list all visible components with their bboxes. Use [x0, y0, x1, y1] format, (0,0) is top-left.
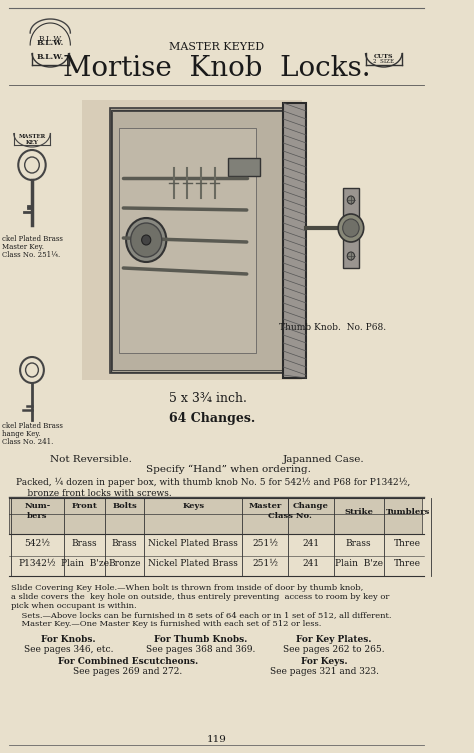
Text: hange Key.: hange Key. — [2, 430, 41, 438]
Text: ckel Plated Brass: ckel Plated Brass — [2, 235, 63, 243]
Text: 542½: 542½ — [25, 539, 50, 548]
Text: Three: Three — [394, 539, 421, 548]
Text: For Keys.: For Keys. — [301, 657, 348, 666]
Text: For Combined Escutcheons.: For Combined Escutcheons. — [58, 657, 198, 666]
Text: 251½: 251½ — [252, 539, 278, 548]
FancyBboxPatch shape — [228, 158, 260, 176]
Text: Bolts: Bolts — [112, 502, 137, 510]
Text: CUTS: CUTS — [374, 53, 393, 59]
Text: Specify “Hand” when ordering.: Specify “Hand” when ordering. — [146, 465, 311, 474]
Circle shape — [142, 235, 151, 245]
Text: MASTER KEYED: MASTER KEYED — [169, 42, 264, 52]
Text: Japanned Case.: Japanned Case. — [283, 455, 365, 464]
Text: pick when occupant is within.: pick when occupant is within. — [11, 602, 137, 610]
FancyBboxPatch shape — [9, 498, 422, 534]
Text: See pages 346, etc.: See pages 346, etc. — [24, 645, 113, 654]
Text: Thumb Knob.  No. P68.: Thumb Knob. No. P68. — [279, 323, 386, 332]
Text: Master Key.—One Master Key is furnished with each set of 512 or less.: Master Key.—One Master Key is furnished … — [11, 620, 321, 628]
Text: 5 x 3¾ inch.: 5 x 3¾ inch. — [169, 392, 247, 405]
Text: Brass: Brass — [72, 539, 97, 548]
Text: Strike: Strike — [344, 508, 373, 516]
FancyBboxPatch shape — [283, 103, 306, 378]
Text: Brass: Brass — [112, 539, 137, 548]
Text: Plain  B'ze: Plain B'ze — [335, 559, 383, 568]
Circle shape — [343, 219, 359, 237]
Text: Packed, ¼ dozen in paper box, with thumb knob No. 5 for 542½ and P68 for P1342½,: Packed, ¼ dozen in paper box, with thumb… — [17, 478, 410, 498]
Text: Class No. 251¼.: Class No. 251¼. — [2, 251, 60, 259]
Text: Nickel Plated Brass: Nickel Plated Brass — [148, 539, 238, 548]
Text: See pages 262 to 265.: See pages 262 to 265. — [283, 645, 384, 654]
Text: 119: 119 — [207, 735, 227, 744]
Circle shape — [126, 218, 166, 262]
Text: B.L.W.: B.L.W. — [36, 53, 64, 61]
Text: For Knobs.: For Knobs. — [41, 635, 96, 644]
Text: Tumblers: Tumblers — [385, 508, 430, 516]
Circle shape — [347, 196, 355, 204]
Text: KEY: KEY — [26, 139, 38, 145]
Text: See pages 368 and 369.: See pages 368 and 369. — [146, 645, 256, 654]
Text: Master: Master — [248, 502, 282, 510]
Text: 241: 241 — [302, 539, 319, 548]
Text: Num-: Num- — [24, 502, 51, 510]
FancyBboxPatch shape — [119, 128, 256, 353]
Text: 2  SIZE: 2 SIZE — [373, 59, 394, 63]
Text: P1342½: P1342½ — [18, 559, 56, 568]
Text: 251½: 251½ — [252, 559, 278, 568]
Text: Nickel Plated Brass: Nickel Plated Brass — [148, 559, 238, 568]
Text: For Thumb Knobs.: For Thumb Knobs. — [155, 635, 248, 644]
Text: Bronze: Bronze — [109, 559, 141, 568]
Text: 241: 241 — [302, 559, 319, 568]
Circle shape — [347, 252, 355, 260]
Text: Master Key.: Master Key. — [2, 243, 44, 251]
Text: Sets.—Above locks can be furnished in 8 sets of 64 each or in 1 set of 512, all : Sets.—Above locks can be furnished in 8 … — [11, 611, 392, 619]
Text: a slide covers the  key hole on outside, thus entirely preventing  access to roo: a slide covers the key hole on outside, … — [11, 593, 389, 601]
FancyBboxPatch shape — [0, 0, 433, 753]
Text: Class No.: Class No. — [268, 512, 311, 520]
Text: MASTER: MASTER — [18, 133, 46, 139]
Text: Three: Three — [394, 559, 421, 568]
FancyBboxPatch shape — [343, 188, 359, 268]
FancyBboxPatch shape — [82, 100, 301, 380]
Text: Front: Front — [72, 502, 98, 510]
Text: Keys: Keys — [182, 502, 204, 510]
Text: ckel Plated Brass: ckel Plated Brass — [2, 422, 63, 430]
Circle shape — [338, 214, 364, 242]
Text: B.L.W.: B.L.W. — [36, 39, 64, 47]
Text: Mortise  Knob  Locks.: Mortise Knob Locks. — [63, 55, 370, 82]
Text: Not Reversible.: Not Reversible. — [50, 455, 132, 464]
Text: Plain  B'ze: Plain B'ze — [61, 559, 109, 568]
Circle shape — [26, 363, 38, 377]
Text: See pages 269 and 272.: See pages 269 and 272. — [73, 667, 182, 676]
Text: B.L.W.: B.L.W. — [38, 35, 63, 43]
Text: For Key Plates.: For Key Plates. — [296, 635, 371, 644]
Text: See pages 321 and 323.: See pages 321 and 323. — [270, 667, 379, 676]
Circle shape — [131, 223, 162, 257]
Text: Class No. 241.: Class No. 241. — [2, 438, 53, 446]
Text: 64 Changes.: 64 Changes. — [169, 412, 255, 425]
Text: Slide Covering Key Hole.—When bolt is thrown from inside of door by thumb knob,: Slide Covering Key Hole.—When bolt is th… — [11, 584, 363, 592]
FancyBboxPatch shape — [109, 108, 288, 373]
Text: Change: Change — [293, 502, 328, 510]
Text: Brass: Brass — [346, 539, 372, 548]
Text: bers: bers — [27, 512, 48, 520]
Circle shape — [25, 157, 39, 173]
